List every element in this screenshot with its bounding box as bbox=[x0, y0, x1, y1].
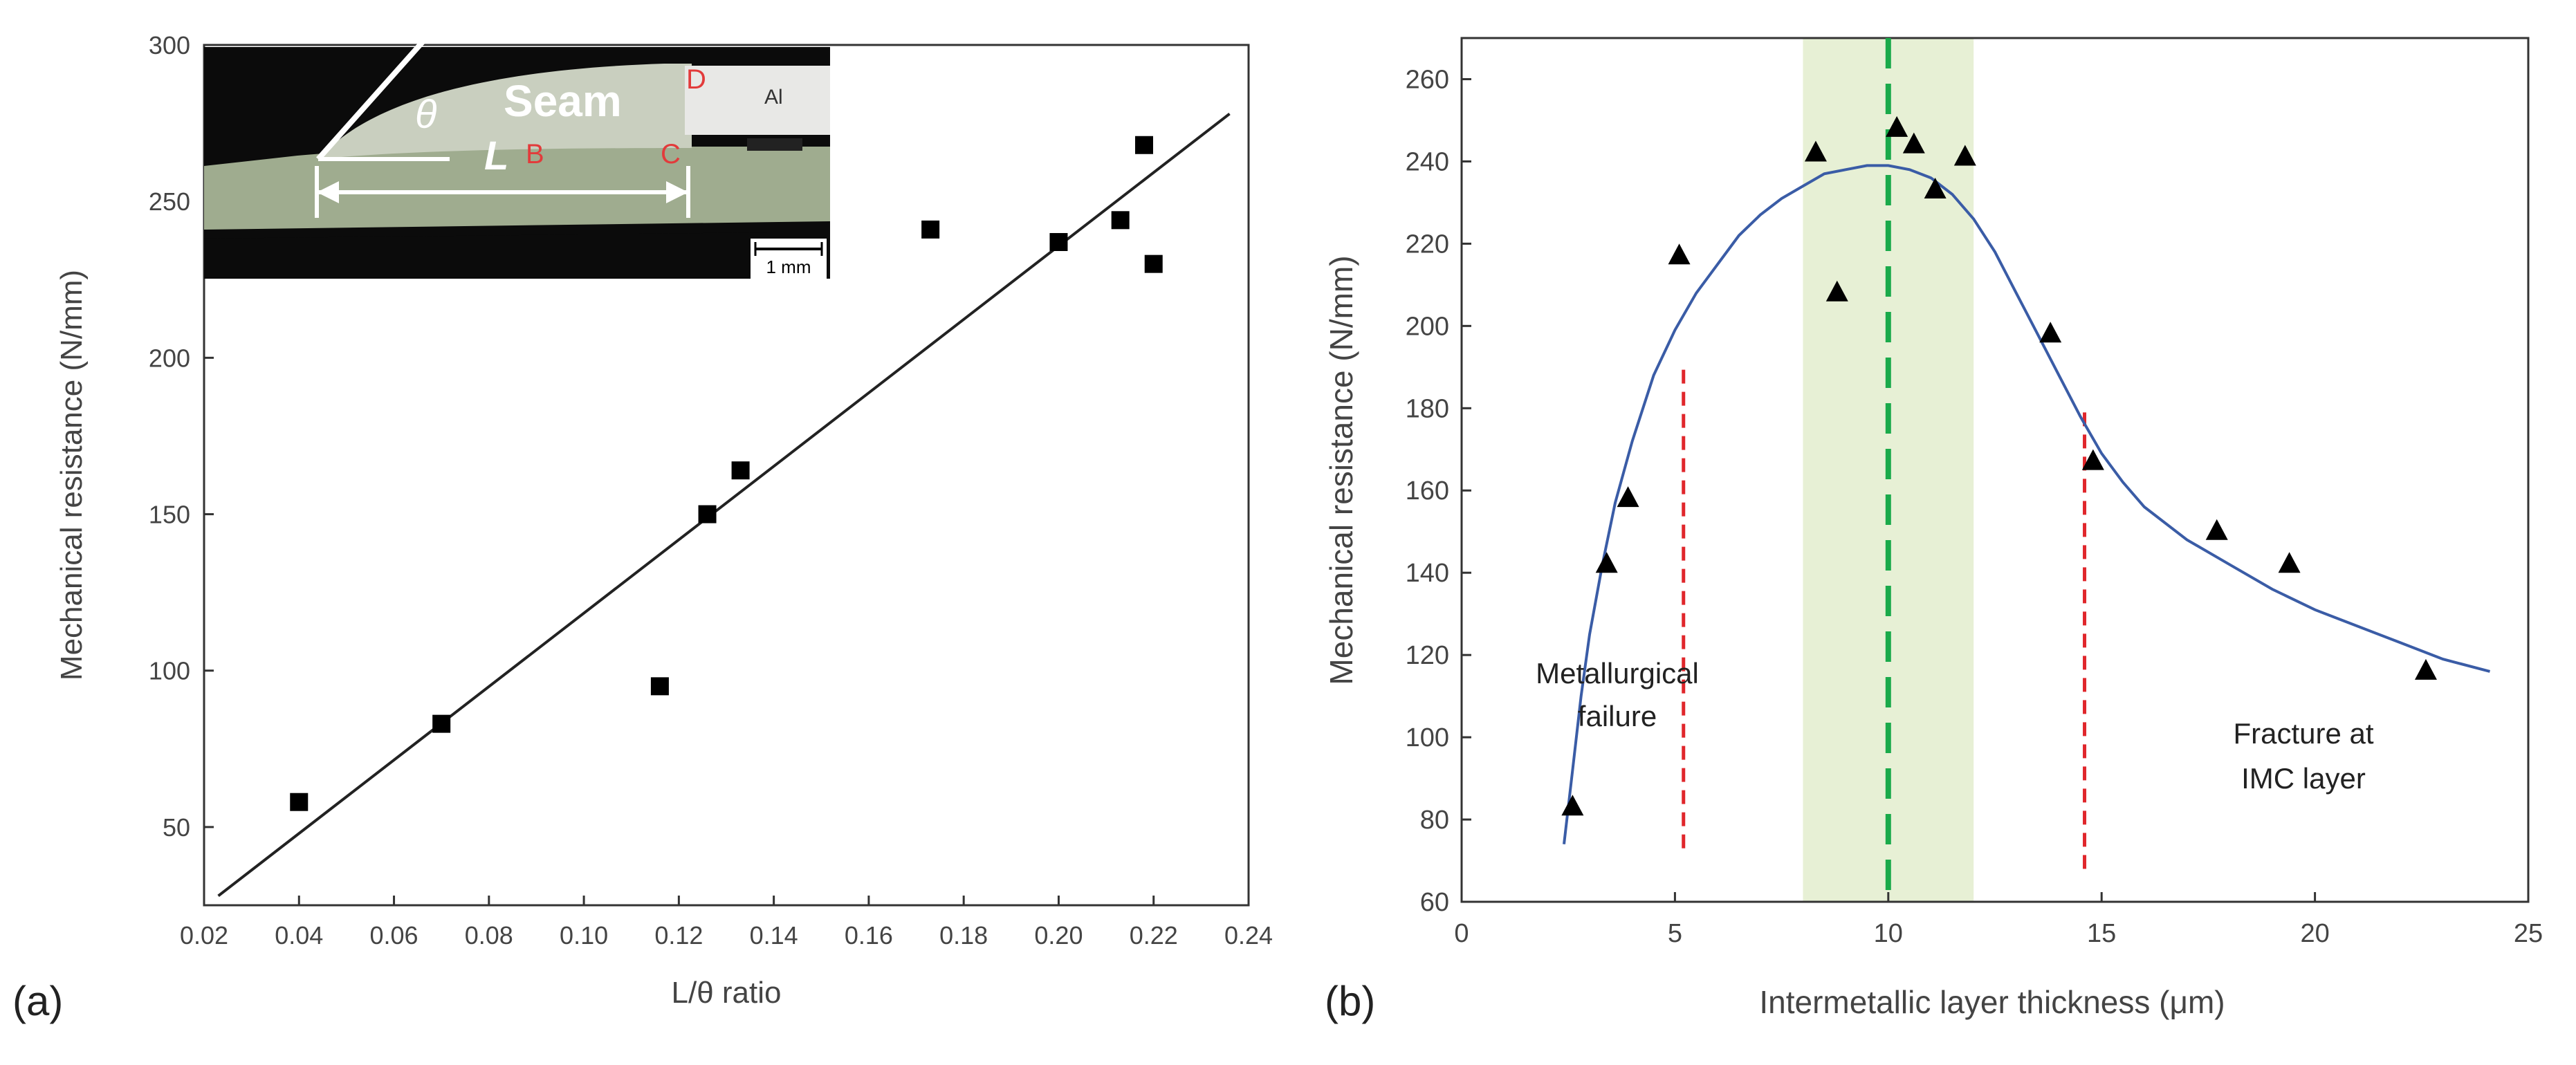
y-tick-label-a: 250 bbox=[149, 187, 190, 216]
data-point-square bbox=[1135, 136, 1153, 154]
x-tick-label-b: 10 bbox=[1874, 919, 1903, 948]
y-tick-label-b: 60 bbox=[1420, 888, 1449, 917]
inset-c-label: C bbox=[661, 139, 681, 169]
x-axis-label-b: Intermetallic layer thickness (μm) bbox=[1759, 984, 2225, 1020]
y-tick-label-b: 200 bbox=[1406, 312, 1449, 341]
x-tick-label-b: 5 bbox=[1668, 919, 1682, 948]
inset-arrow-left bbox=[317, 181, 339, 203]
data-point-triangle bbox=[2278, 552, 2301, 573]
x-tick-label-a: 0.16 bbox=[845, 921, 893, 950]
y-tick-label-a: 300 bbox=[149, 31, 190, 59]
inset-angle-line bbox=[316, 17, 445, 161]
x-tick-label-a: 0.20 bbox=[1034, 921, 1083, 950]
data-point-triangle bbox=[2414, 658, 2437, 680]
inset-l-label: L bbox=[484, 133, 508, 178]
inset-scale-box bbox=[751, 239, 827, 279]
inset-lower-sheet bbox=[204, 144, 830, 230]
data-point-triangle bbox=[1804, 140, 1827, 162]
inset-void bbox=[747, 138, 802, 151]
data-point-triangle bbox=[1617, 486, 1639, 508]
x-tick-label-a: 0.10 bbox=[560, 921, 608, 950]
panel-a: 0.02 0.04 0.06 0.08 0.10 0.12 0.14 0.16 0.18 0.20… bbox=[12, 17, 1273, 1024]
y-tick-label-b: 220 bbox=[1406, 230, 1449, 259]
inset-d-label: D bbox=[686, 64, 706, 95]
inset-seam bbox=[318, 64, 692, 159]
y-tick-label-b: 240 bbox=[1406, 147, 1449, 176]
inset-arrow-right bbox=[666, 181, 688, 203]
y-tick-label-a: 200 bbox=[149, 344, 190, 372]
data-point-square bbox=[432, 714, 451, 733]
data-point-triangle bbox=[1825, 280, 1848, 302]
x-tick-label-a: 0.24 bbox=[1224, 921, 1273, 950]
panel-b: 0 5 10 15 20 25 60 80 100 120 140 160 180 200 220 240 26… bbox=[1323, 37, 2543, 1024]
panel-label-a: (a) bbox=[12, 978, 63, 1024]
inset-bottom-dark bbox=[204, 232, 830, 279]
plot-frame-b bbox=[1460, 37, 2530, 903]
data-point-square bbox=[1144, 254, 1163, 273]
x-tick-label-b: 0 bbox=[1454, 919, 1469, 948]
x-tick-label-a: 0.18 bbox=[939, 921, 988, 950]
x-tick-label-a: 0.12 bbox=[654, 921, 703, 950]
x-tick-label-a: 0.02 bbox=[180, 921, 228, 950]
x-tick-label-b: 15 bbox=[2087, 919, 2116, 948]
data-point-triangle bbox=[1668, 243, 1691, 265]
data-point-square bbox=[1049, 232, 1068, 251]
y-axis-label-b: Mechanical resistance (N/mm) bbox=[1323, 255, 1359, 685]
y-tick-label-b: 180 bbox=[1406, 394, 1449, 423]
x-tick-label-a: 0.08 bbox=[465, 921, 513, 950]
data-point-triangle bbox=[2081, 449, 2104, 470]
data-point-triangle bbox=[2039, 322, 2062, 343]
inset-scale-label: 1 mm bbox=[766, 257, 811, 277]
inset-micrograph: θ Seam L B C D Al 1 mm bbox=[204, 17, 830, 279]
data-point-triangle bbox=[1924, 178, 1947, 199]
data-point-square bbox=[650, 677, 669, 696]
data-point-triangle bbox=[1595, 552, 1618, 573]
data-point-triangle bbox=[1902, 132, 1925, 154]
y-tick-label-b: 120 bbox=[1406, 641, 1449, 670]
data-point-triangle bbox=[1953, 145, 1976, 166]
y-tick-label-b: 100 bbox=[1406, 723, 1449, 752]
x-tick-label-b: 20 bbox=[2300, 919, 2329, 948]
inset-al-sheet bbox=[685, 66, 830, 135]
axes-b: 0 5 10 15 20 25 60 80 100 120 140 160 180 200 220 240 26… bbox=[1406, 65, 2543, 948]
x-tick-label-a: 0.04 bbox=[275, 921, 323, 950]
data-point-square bbox=[698, 505, 717, 524]
y-tick-label-b: 160 bbox=[1406, 476, 1449, 506]
data-point-square bbox=[290, 793, 309, 811]
annotation-failure: failure bbox=[1578, 700, 1657, 732]
x-tick-label-b: 25 bbox=[2514, 919, 2543, 948]
fit-curve-b bbox=[1563, 164, 2491, 844]
data-point-triangle bbox=[2205, 519, 2228, 540]
annotation-fracture-at: Fracture at bbox=[2233, 717, 2373, 750]
y-tick-label-b: 140 bbox=[1406, 559, 1449, 588]
x-tick-label-a: 0.22 bbox=[1130, 921, 1178, 950]
inset-theta-label: θ bbox=[415, 92, 436, 137]
inset-b-label: B bbox=[526, 139, 544, 169]
axes-a: 0.02 0.04 0.06 0.08 0.10 0.12 0.14 0.16 0.18 0.20… bbox=[149, 31, 1273, 950]
inset-al-label: Al bbox=[764, 86, 783, 109]
y-tick-label-a: 100 bbox=[149, 657, 190, 685]
data-point-triangle bbox=[1561, 795, 1584, 816]
plot-frame-a bbox=[203, 44, 1250, 907]
y-tick-label-a: 150 bbox=[149, 501, 190, 529]
points-b bbox=[1561, 115, 2437, 816]
data-point-square bbox=[731, 461, 750, 480]
x-tick-label-a: 0.14 bbox=[750, 921, 798, 950]
inset-seam-label: Seam bbox=[504, 76, 622, 126]
annotation-metallurgical: Metallurgical bbox=[1536, 657, 1699, 689]
x-axis-label-a: L/θ ratio bbox=[672, 976, 782, 1010]
panel-label-b: (b) bbox=[1325, 978, 1375, 1024]
y-axis-label-a: Mechanical resistance (N/mm) bbox=[55, 270, 89, 680]
x-tick-label-a: 0.06 bbox=[370, 921, 418, 950]
limit-lines bbox=[1682, 367, 2087, 869]
data-point-square bbox=[1111, 211, 1130, 230]
data-point-square bbox=[921, 220, 940, 239]
data-point-triangle bbox=[1886, 115, 1908, 137]
points-a bbox=[290, 136, 1163, 811]
y-tick-label-b: 80 bbox=[1420, 806, 1449, 835]
y-tick-label-a: 50 bbox=[163, 813, 190, 842]
annotation-imc-layer: IMC layer bbox=[2241, 762, 2366, 795]
y-tick-label-b: 260 bbox=[1406, 65, 1449, 94]
